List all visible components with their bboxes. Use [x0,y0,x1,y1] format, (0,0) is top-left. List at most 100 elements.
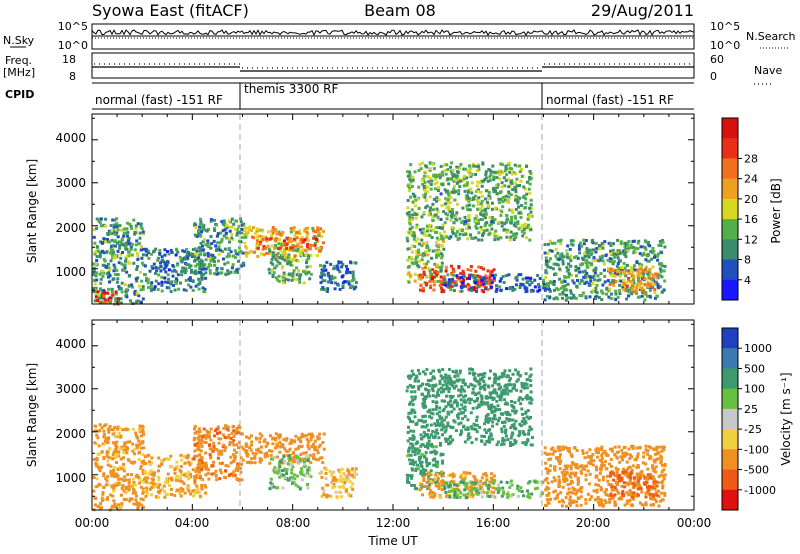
power-cell [648,272,652,276]
velocity-cell [504,390,507,394]
power-cell [603,240,607,244]
power-cell [631,288,634,292]
velocity-cell [219,471,223,475]
power-cell [447,192,450,196]
power-cell [116,228,120,232]
power-cell [581,270,585,274]
power-cell [124,227,128,231]
velocity-cell [97,465,101,469]
power-cell [463,222,466,226]
power-cell [280,243,284,246]
velocity-cell [458,378,462,382]
power-cell [409,179,413,183]
power-cell [623,266,627,270]
power-cell [412,232,416,236]
velocity-cell [245,449,249,453]
power-cell [256,235,259,239]
power-cell [431,249,435,253]
velocity-cell [515,379,519,383]
power-cell [184,267,188,271]
power-cell [167,277,171,281]
power-cell [286,256,290,260]
velocity-cell [236,462,240,466]
velocity-cell [329,494,333,498]
velocity-cell [432,495,436,499]
power-cell [508,161,511,165]
velocity-cell [237,467,241,471]
power-cell [451,232,455,235]
velocity-cell [414,487,417,491]
power-cell [182,269,186,273]
power-cell [479,266,483,270]
power-cell [322,269,326,273]
power-cell [452,289,456,292]
power-cell [479,202,483,206]
velocity-cell [454,371,458,375]
velocity-cell [524,410,528,414]
power-cell [510,172,514,176]
velocity-cell [212,441,216,445]
velocity-cell [237,446,240,450]
power-cell [411,200,415,204]
velocity-cell [531,436,534,440]
power-cell [304,269,308,273]
velocity-cell [342,472,346,475]
power-cell [504,220,508,224]
power-cell [421,182,425,186]
power-cell [587,261,591,265]
power-cell [449,288,453,292]
power-cell [477,196,481,200]
velocity-cell [524,372,528,376]
power-cell [136,254,140,258]
velocity-cell [260,434,264,438]
velocity-cell [95,433,99,437]
power-cell [658,240,662,243]
velocity-cell [424,425,428,429]
velocity-cell [168,465,172,469]
velocity-cell [411,434,415,438]
velocity-cell [466,428,470,431]
velocity-cell [492,479,496,483]
power-cell [649,284,653,288]
velocity-cell [436,477,440,481]
power-cell [484,212,488,216]
velocity-cell [423,472,427,476]
power-cell [271,231,275,235]
power-cell [636,274,640,277]
power-cell [248,250,252,254]
power-cell [476,202,480,206]
power-cell [524,201,528,205]
power-cell [462,233,466,237]
velocity-cell [122,498,126,502]
power-cell [313,242,317,245]
velocity-cell [500,427,504,431]
power-cell [227,237,231,241]
power-cell [507,190,511,194]
velocity-cell [470,425,473,429]
power-cell [325,260,329,264]
velocity-cell [500,395,503,398]
velocity-cell [194,490,198,494]
velocity-cell [444,428,448,432]
velocity-cell [520,385,524,389]
velocity-cell [122,469,126,473]
velocity-cell [204,434,208,437]
power-cell [525,286,529,290]
power-cell [154,279,158,283]
power-cell [134,224,138,228]
power-cell [560,256,564,260]
velocity-cell [282,455,286,459]
power-cell [414,257,418,261]
velocity-cell [304,434,308,438]
power-cell [349,286,352,289]
velocity-cell [204,451,208,455]
velocity-cell [117,450,121,454]
power-cell [294,244,298,248]
power-cell [407,280,411,284]
velocity-cell [346,469,350,473]
velocity-cell [482,375,486,379]
velocity-cell [306,443,310,447]
power-cell [110,229,114,233]
velocity-cell [457,388,461,392]
power-cell [484,176,488,180]
